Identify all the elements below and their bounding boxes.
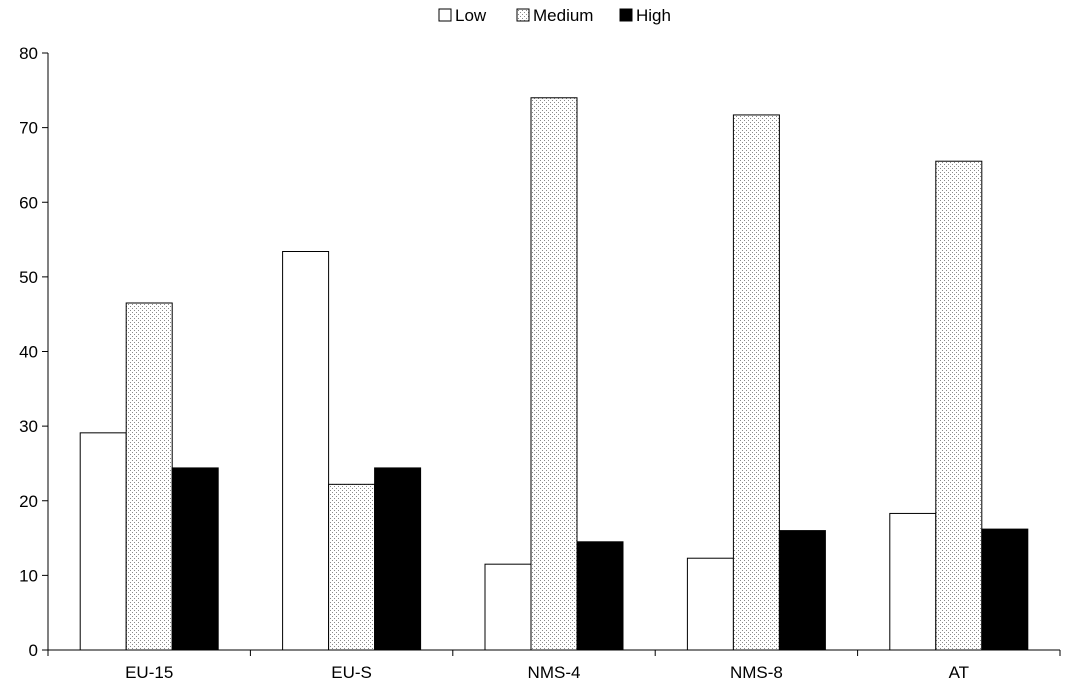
y-tick-label: 70 bbox=[19, 119, 38, 138]
y-tick-label: 80 bbox=[19, 44, 38, 63]
bar-low-at bbox=[889, 512, 937, 651]
bar-high-eu-15 bbox=[171, 467, 219, 651]
legend-label-high: High bbox=[636, 6, 671, 25]
y-tick-label: 60 bbox=[19, 193, 38, 212]
legend: Low Medium High bbox=[438, 6, 671, 25]
bar-medium-nms-4 bbox=[530, 97, 578, 651]
x-axis-ticks: EU-15 EU-S NMS-4 NMS-8 AT bbox=[47, 650, 1061, 682]
y-tick-label: 10 bbox=[19, 566, 38, 585]
bar-high-eu-s bbox=[374, 467, 422, 651]
x-tick-label: EU-S bbox=[331, 663, 372, 682]
y-tick-label: 20 bbox=[19, 492, 38, 511]
bar-low-nms-8 bbox=[686, 557, 734, 651]
y-tick-label: 0 bbox=[29, 641, 38, 660]
x-tick-label: NMS-8 bbox=[730, 663, 783, 682]
bar-low-eu-15 bbox=[79, 432, 127, 651]
bar-high-nms-8 bbox=[778, 530, 826, 651]
legend-swatch-high bbox=[619, 8, 633, 22]
y-axis-ticks: 0 10 20 30 40 50 60 70 80 bbox=[19, 44, 48, 660]
y-tick-label: 50 bbox=[19, 268, 38, 287]
legend-label-low: Low bbox=[455, 6, 487, 25]
bar-medium-eu-s bbox=[328, 483, 376, 651]
legend-swatch-medium bbox=[516, 8, 530, 22]
legend-label-medium: Medium bbox=[533, 6, 593, 25]
bar-high-at bbox=[981, 528, 1029, 651]
bar-medium-at bbox=[935, 160, 983, 651]
bar-medium-nms-8 bbox=[732, 114, 780, 651]
x-tick-label: EU-15 bbox=[125, 663, 173, 682]
bar-low-eu-s bbox=[282, 251, 330, 651]
x-tick-label: NMS-4 bbox=[528, 663, 581, 682]
legend-swatch-low bbox=[438, 8, 452, 22]
bar-high-nms-4 bbox=[576, 541, 624, 651]
y-tick-label: 30 bbox=[19, 417, 38, 436]
y-tick-label: 40 bbox=[19, 343, 38, 362]
bar-medium-eu-15 bbox=[125, 302, 173, 651]
bars bbox=[79, 97, 1029, 651]
bar-low-nms-4 bbox=[484, 563, 532, 651]
x-tick-label: AT bbox=[949, 663, 969, 682]
